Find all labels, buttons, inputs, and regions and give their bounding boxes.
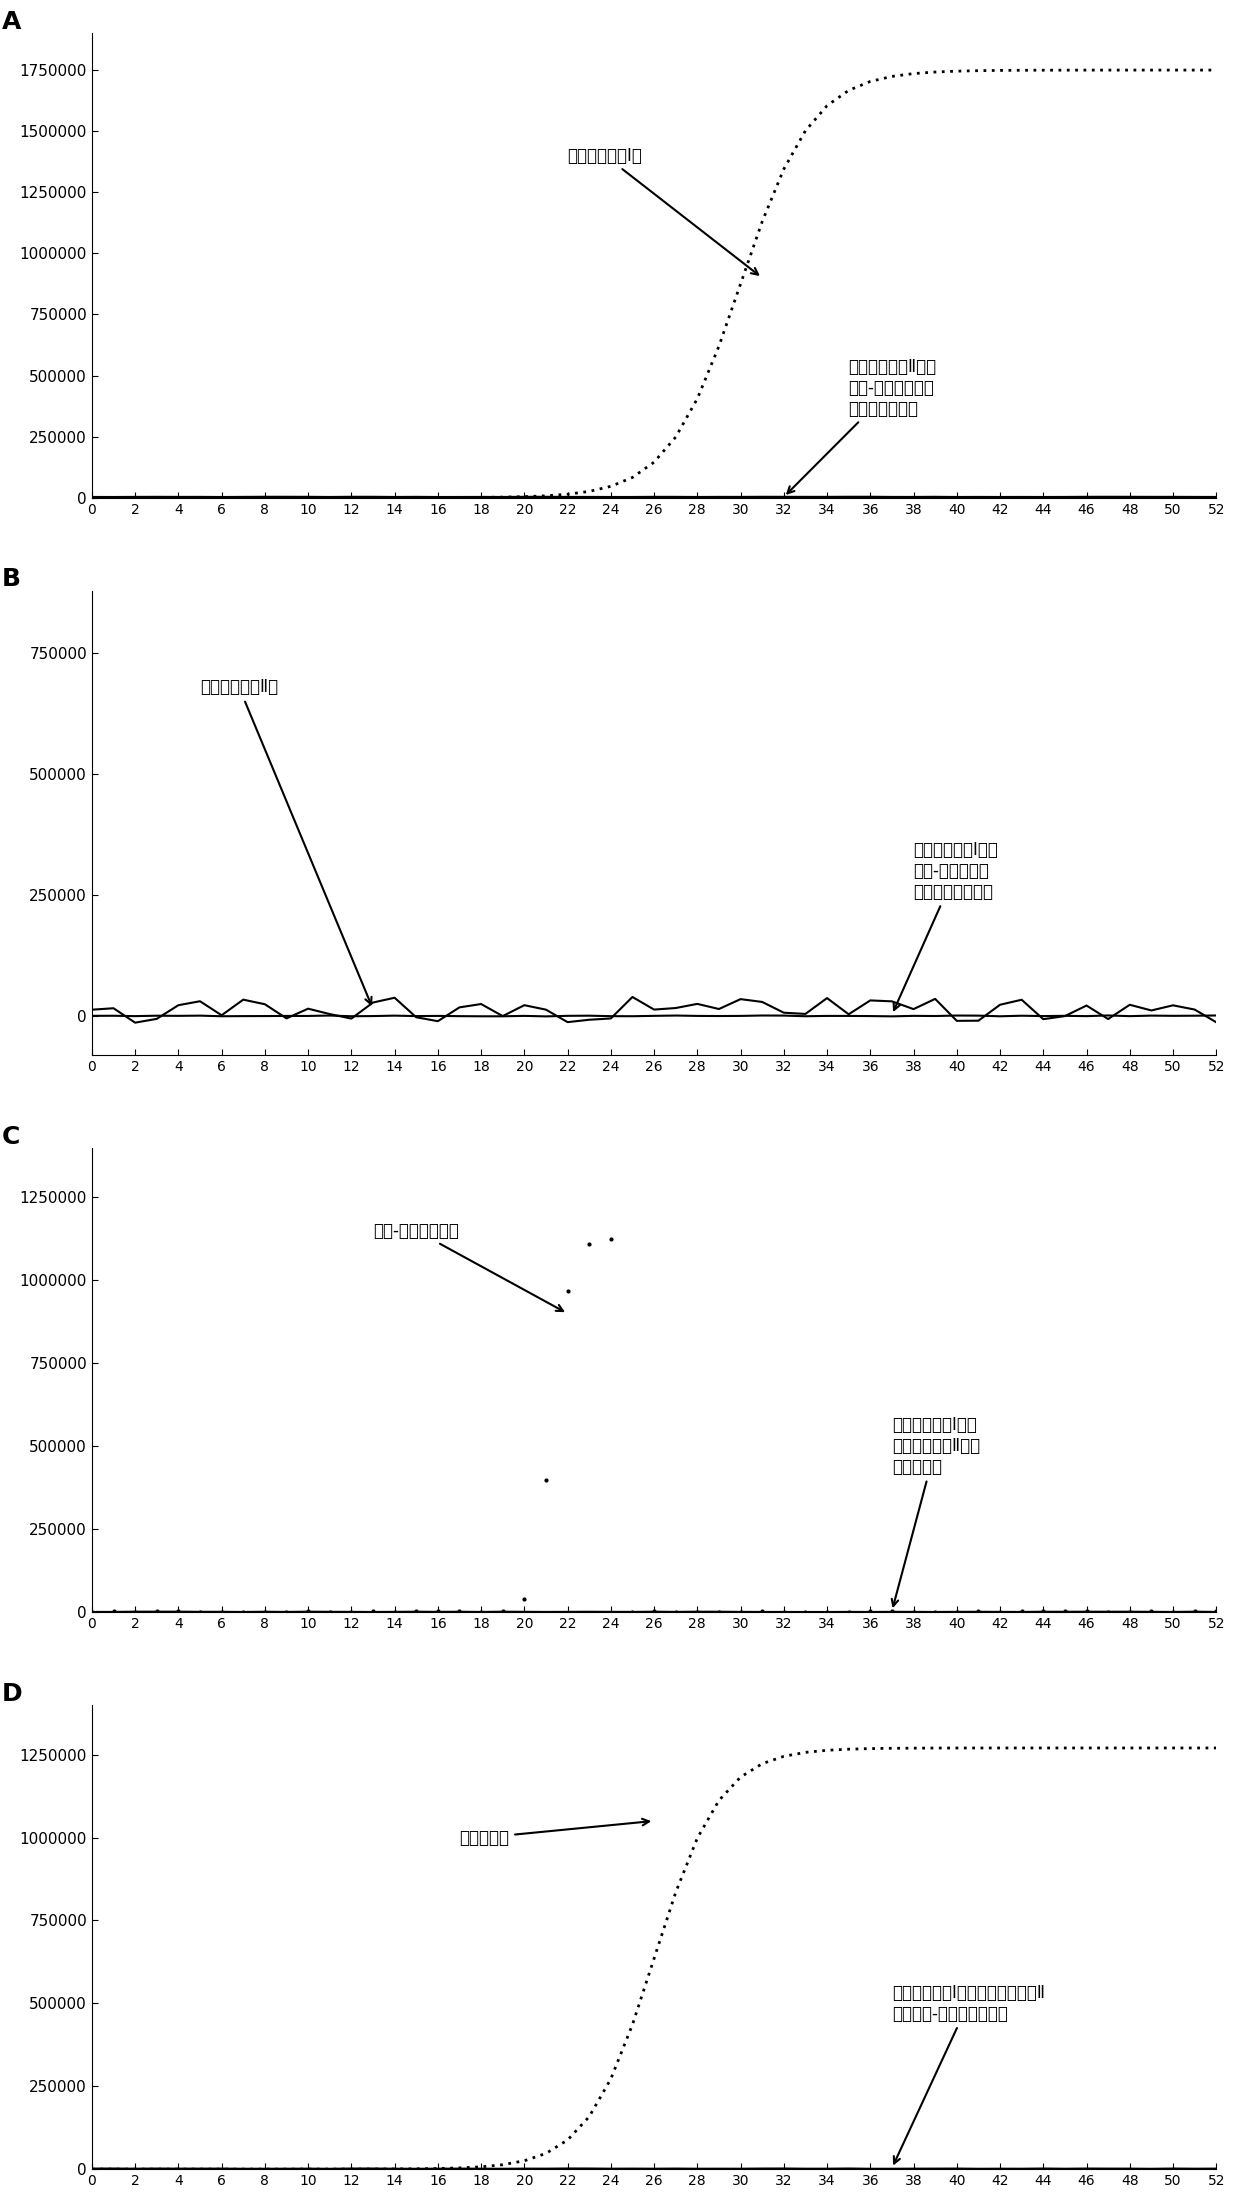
Text: A: A — [2, 11, 21, 35]
Text: 单纯疱疤病毒Ⅱ型: 单纯疱疤病毒Ⅱ型 — [200, 679, 372, 1005]
Text: C: C — [2, 1124, 20, 1148]
Text: 单纯疱疤病毒Ⅰ型: 单纯疱疤病毒Ⅰ型 — [568, 148, 758, 275]
Text: D: D — [2, 1681, 22, 1705]
Text: 单纯疱疤病毒Ⅰ型、
水痘-带状疱疤病
病毒、巨细胞病毒: 单纯疱疤病毒Ⅰ型、 水痘-带状疱疤病 病毒、巨细胞病毒 — [894, 842, 998, 1009]
Text: B: B — [2, 568, 21, 590]
Text: 单纯疱疤病毒Ⅰ型、
单纯疱疤病毒Ⅱ型、
巨细胞病毒: 单纯疱疤病毒Ⅰ型、 单纯疱疤病毒Ⅱ型、 巨细胞病毒 — [892, 1417, 980, 1606]
Text: 单纯疱疤病毒Ⅱ型、
水痘-带状疱疤病病
毒、巨细胞病毒: 单纯疱疤病毒Ⅱ型、 水痘-带状疱疤病病 毒、巨细胞病毒 — [787, 357, 936, 493]
Text: 单纯疱疤病毒Ⅰ型、单纯疱疤病毒Ⅱ
型、水痘-带状疱疤病病毒: 单纯疱疤病毒Ⅰ型、单纯疱疤病毒Ⅱ 型、水痘-带状疱疤病病毒 — [892, 1985, 1045, 2163]
Text: 水痘-带状疱疤病毒: 水痘-带状疱疤病毒 — [373, 1223, 563, 1311]
Text: 巨细胞病毒: 巨细胞病毒 — [460, 1820, 649, 1846]
